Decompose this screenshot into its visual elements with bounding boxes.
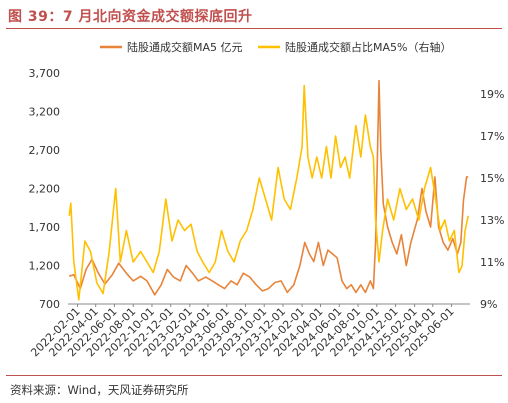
right-axis-tick-label: 15% [480,172,504,185]
left-axis-tick-label: 700 [39,298,60,311]
series-line-share [68,84,469,301]
figure-title: 图 39：7 月北向资金成交额探底回升 [8,9,253,25]
left-axis-tick-label: 3,700 [29,67,61,80]
axes-layer: 700 1,200 1,700 2,200 2,700 3,200 3,700 9% 11% 13… [28,67,504,359]
title-divider [6,28,502,29]
right-axis-tick-label: 9% [480,298,497,311]
legend-label: 陆股通成交额占比MA5%（右轴） [285,40,451,54]
right-axis-tick-label: 17% [480,130,504,143]
right-axis-tick-label: 19% [480,88,504,101]
right-axis-tick-label: 11% [480,256,504,269]
left-axis-tick-label: 1,700 [29,221,61,234]
right-axis-tick-label: 13% [480,214,504,227]
left-axis-tick-label: 2,700 [29,144,61,157]
series-line-turnover [68,79,469,296]
series-layer [68,79,469,301]
left-axis-tick-label: 2,200 [29,183,61,196]
left-axis-tick-label: 3,200 [29,106,61,119]
source-note: 资料来源：Wind，天风证券研究所 [10,383,189,397]
legend-label: 陆股通成交额MA5 亿元 [127,40,243,54]
legend: 陆股通成交额MA5 亿元 陆股通成交额占比MA5%（右轴） [100,40,451,54]
source-divider [6,375,502,376]
left-axis-tick-label: 1,200 [29,260,61,273]
